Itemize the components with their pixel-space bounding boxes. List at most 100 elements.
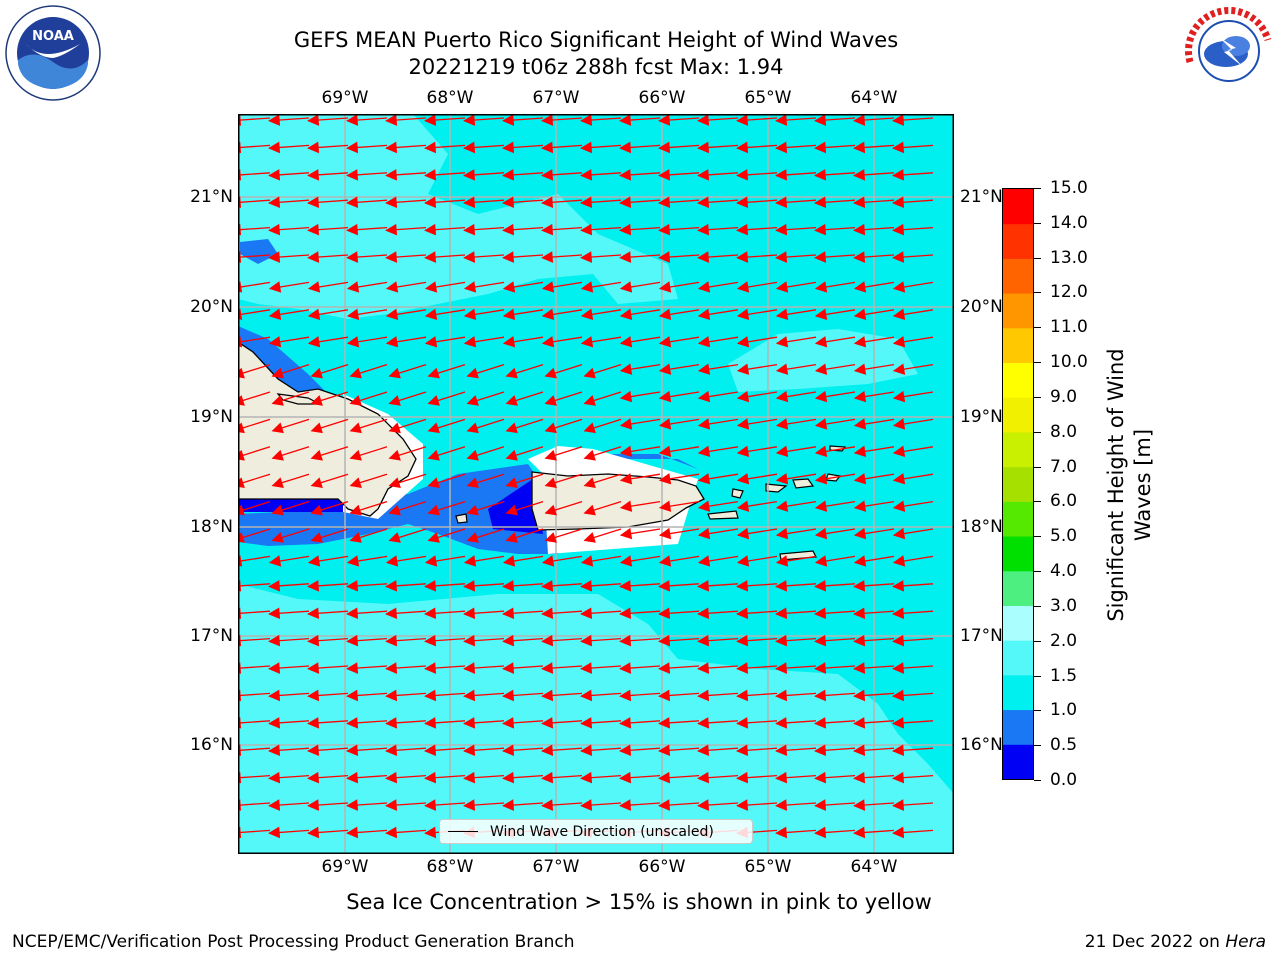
- legend-line-swatch: [448, 831, 478, 832]
- wave-direction-arrowhead: [619, 799, 632, 811]
- wave-direction-arrowhead: [424, 169, 437, 181]
- wave-direction-arrowhead: [853, 251, 866, 263]
- lon-label-bottom-69w: 69°W: [321, 857, 369, 877]
- wave-direction-arrowhead: [619, 251, 632, 263]
- wave-direction-arrowhead: [853, 580, 866, 592]
- wave-direction-arrowhead: [505, 367, 518, 379]
- wave-direction-arrowhead: [658, 141, 671, 154]
- wave-direction-arrowhead: [463, 223, 476, 236]
- wave-direction-arrowhead: [424, 196, 437, 209]
- wave-direction-arrowhead: [580, 141, 593, 154]
- wave-direction-arrowhead: [583, 532, 596, 543]
- wave-direction-arrowhead: [268, 634, 281, 647]
- wave-direction-arrowhead: [541, 251, 554, 263]
- wave-direction-arrowhead: [463, 799, 476, 811]
- wave-direction-arrowhead: [697, 689, 710, 702]
- wave-direction-arrowhead: [424, 717, 437, 729]
- wave-direction-arrowhead: [619, 363, 633, 375]
- wave-direction-arrowhead: [775, 527, 789, 540]
- wave-direction-arrowhead: [505, 395, 518, 406]
- wave-direction-arrowhead: [619, 281, 633, 293]
- wave-direction-arrowhead: [814, 607, 827, 620]
- wave-direction-arrowhead: [310, 395, 323, 406]
- wave-direction-arrowhead: [814, 336, 828, 348]
- wave-direction-arrowhead: [385, 281, 399, 293]
- colorbar-title-line-1: Significant Height of Wind: [1104, 348, 1128, 622]
- colorbar-segment: [1003, 258, 1033, 294]
- wave-direction-arrowhead: [814, 196, 827, 209]
- wave-direction-arrowhead: [853, 527, 867, 540]
- wave-direction-arrowhead: [541, 336, 555, 348]
- wave-direction-arrowhead: [424, 607, 437, 620]
- wave-direction-arrowhead: [385, 196, 398, 209]
- wave-direction-arrowhead: [541, 114, 554, 126]
- wave-direction-arrowhead: [310, 504, 323, 516]
- wave-direction-arrowhead: [580, 251, 593, 263]
- wave-direction-arrowhead: [463, 771, 476, 784]
- wave-direction-arrowhead: [307, 555, 321, 567]
- lat-label-left-20n: 20°N: [190, 297, 233, 317]
- wave-direction-arrowhead: [463, 251, 476, 263]
- wave-direction-arrowhead: [697, 799, 710, 811]
- wave-direction-arrow: [238, 199, 271, 204]
- lon-label-top-64w: 64°W: [850, 88, 898, 108]
- wave-direction-arrowhead: [619, 555, 633, 567]
- wave-direction-arrowhead: [502, 281, 516, 293]
- wave-direction-arrowhead: [775, 114, 788, 126]
- wave-direction-arrowhead: [814, 251, 827, 263]
- wave-direction-arrowhead: [619, 223, 632, 236]
- lon-label-top-65w: 65°W: [744, 88, 792, 108]
- colorbar-segment: [1003, 674, 1033, 711]
- wind-wave-direction-arrows: [238, 114, 934, 839]
- wave-direction-arrowhead: [697, 771, 710, 784]
- wave-direction-arrowhead: [580, 336, 594, 348]
- wave-direction-arrowhead: [658, 390, 672, 403]
- wave-direction-arrowhead: [619, 418, 633, 430]
- wave-direction-arrowhead: [853, 744, 866, 757]
- wave-direction-arrowhead: [814, 363, 828, 375]
- wave-direction-arrowhead: [619, 390, 633, 403]
- wave-direction-arrowhead: [310, 449, 323, 461]
- wave-direction-arrow: [238, 802, 271, 806]
- wave-direction-arrowhead: [697, 114, 710, 126]
- wave-direction-arrowhead: [346, 826, 359, 839]
- wave-direction-arrowhead: [544, 395, 557, 406]
- wave-direction-arrowhead: [385, 223, 398, 236]
- wave-direction-arrowhead: [775, 607, 788, 620]
- wave-direction-arrowhead: [814, 771, 827, 784]
- wave-direction-arrowhead: [349, 449, 362, 461]
- wave-direction-arrowhead: [775, 771, 788, 784]
- colorbar-segment: [1003, 293, 1033, 329]
- wave-direction-arrowhead: [775, 662, 788, 674]
- wave-direction-arrowhead: [853, 555, 867, 567]
- wave-direction-arrowhead: [385, 251, 398, 263]
- wave-direction-arrowhead: [619, 717, 632, 729]
- colorbar-segment: [1003, 744, 1033, 779]
- wave-direction-arrowhead: [658, 473, 672, 485]
- wave-direction-arrowhead: [424, 580, 437, 592]
- wave-direction-arrow: [238, 172, 271, 176]
- wave-direction-arrowhead: [619, 169, 632, 181]
- wave-direction-arrowhead: [697, 634, 710, 647]
- wave-direction-arrowhead: [775, 689, 788, 702]
- colorbar-tick-label: 10.0: [1050, 352, 1088, 373]
- sea-ice-note: Sea Ice Concentration > 15% is shown in …: [346, 890, 932, 914]
- wave-direction-arrow: [238, 555, 271, 563]
- wave-direction-arrowhead: [892, 799, 905, 811]
- wave-direction-arrowhead: [775, 390, 789, 403]
- wave-direction-arrowhead: [424, 223, 437, 236]
- wave-direction-arrowhead: [307, 223, 320, 236]
- wave-direction-arrowhead: [736, 390, 750, 403]
- wave-direction-arrowhead: [580, 662, 593, 674]
- wave-direction-arrowhead: [853, 169, 866, 181]
- wave-direction-arrowhead: [463, 196, 476, 209]
- wave-direction-arrowhead: [583, 449, 596, 461]
- wave-direction-arrowhead: [814, 527, 828, 540]
- colorbar-tick-label: 0.0: [1050, 770, 1078, 790]
- wave-direction-arrowhead: [307, 141, 320, 154]
- wave-direction-arrow: [238, 281, 271, 289]
- wave-direction-arrowhead: [619, 114, 632, 126]
- wave-direction-arrowhead: [385, 826, 398, 839]
- wave-direction-arrowhead: [814, 826, 827, 839]
- wave-direction-arrowhead: [385, 308, 399, 321]
